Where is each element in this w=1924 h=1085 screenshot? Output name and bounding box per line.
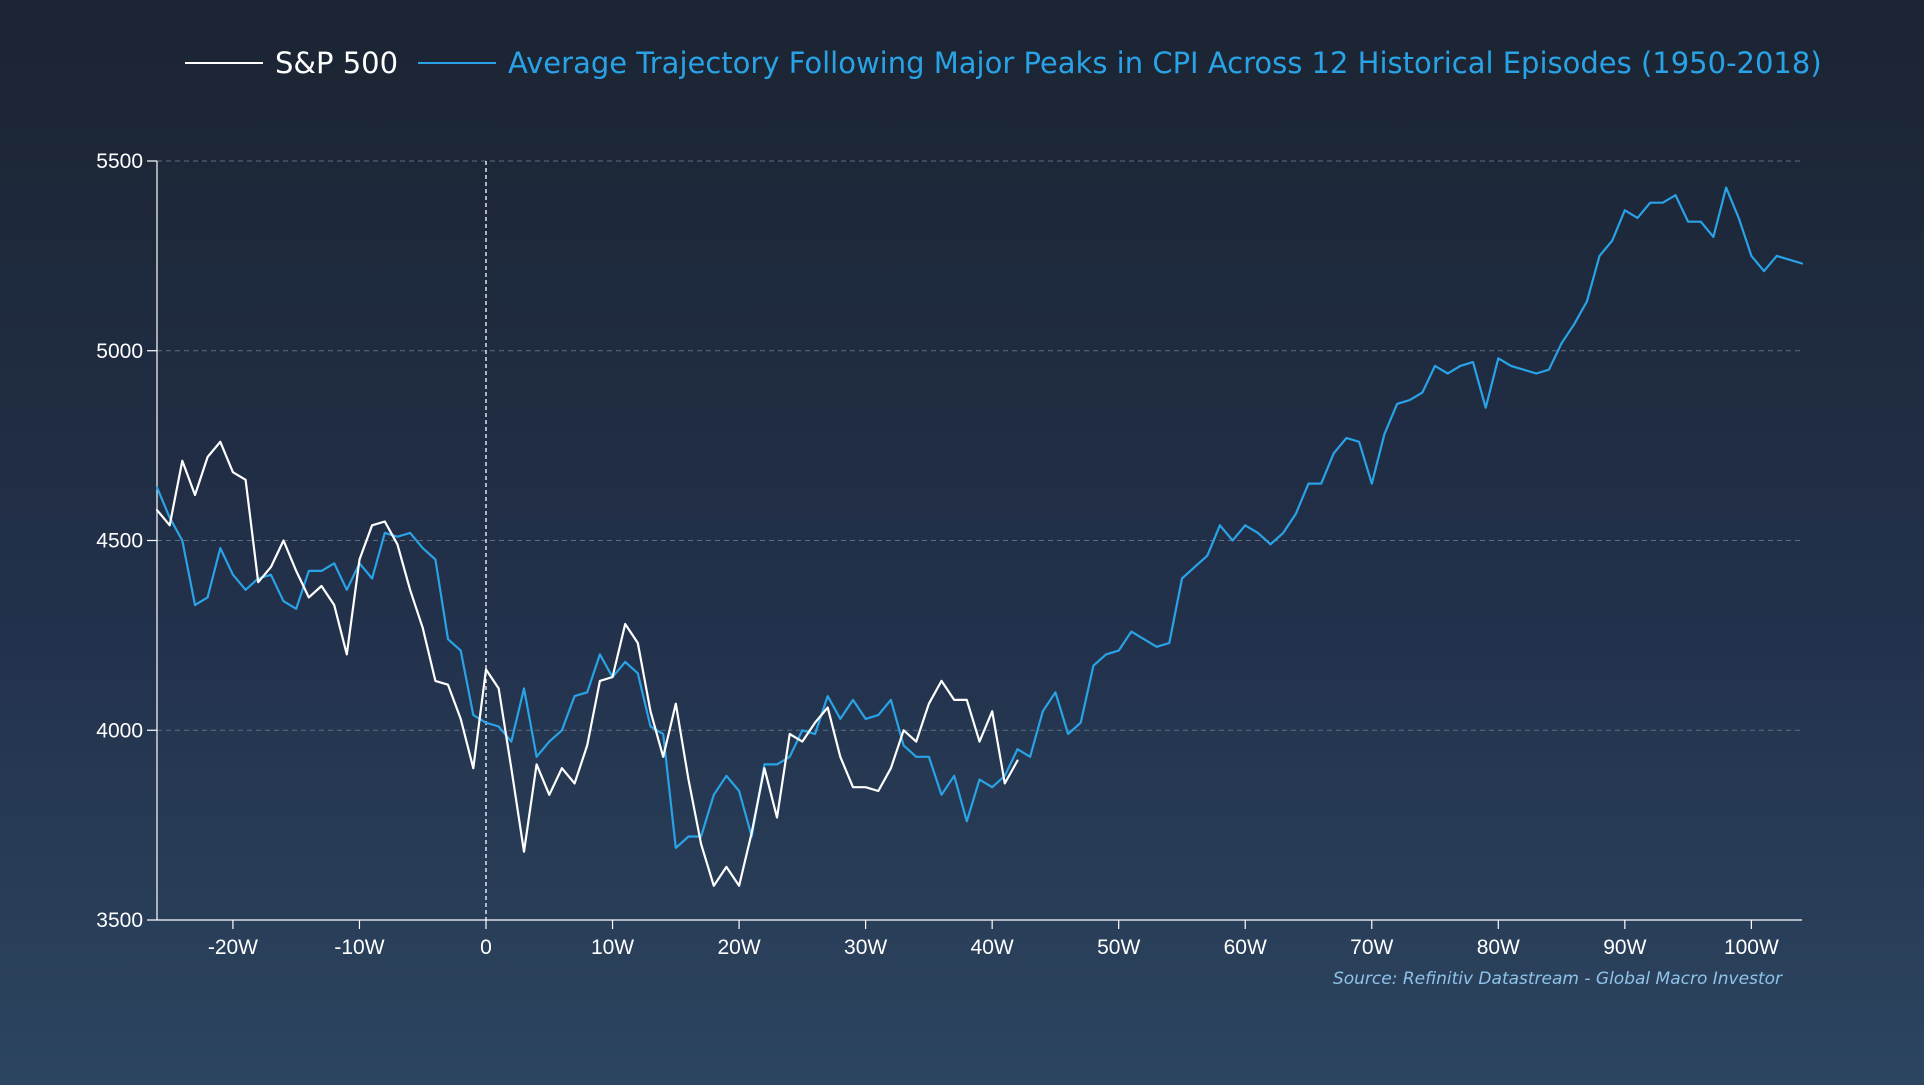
x-tick-label: 70W (1350, 936, 1393, 959)
x-tick-label: 20W (717, 936, 760, 959)
legend-label-average: Average Trajectory Following Major Peaks… (508, 46, 1822, 80)
x-axis-ticks: -20W -10W 0 10W 20W 30W 40W 50W 60W 70W 80W 90W 100W (208, 920, 1779, 959)
series-lines (155, 186, 1804, 887)
y-axis-ticks: 3500 4000 4500 5000 5500 (96, 150, 157, 932)
sp500-line (155, 440, 1019, 887)
x-tick-label: -20W (208, 936, 258, 959)
y-tick-label: 4500 (96, 530, 143, 553)
gridlines (157, 160, 1802, 731)
x-tick-label: 0 (480, 936, 492, 959)
y-tick-label: 5500 (96, 150, 143, 173)
y-tick-label: 3500 (96, 909, 143, 932)
x-tick-label: 60W (1224, 936, 1267, 959)
y-tick-label: 5000 (96, 340, 143, 363)
x-tick-label: -10W (334, 936, 384, 959)
x-tick-label: 10W (591, 936, 634, 959)
x-tick-label: 80W (1477, 936, 1520, 959)
x-tick-label: 50W (1097, 936, 1140, 959)
y-tick-label: 4000 (96, 719, 143, 742)
average-trajectory-line (155, 186, 1804, 850)
x-tick-label: 30W (844, 936, 887, 959)
x-tick-label: 90W (1603, 936, 1646, 959)
legend: S&P 500 Average Trajectory Following Majo… (185, 46, 1822, 80)
x-tick-label: 100W (1724, 936, 1779, 959)
source-note: Source: Refinitiv Datastream - Global Ma… (1333, 969, 1783, 989)
x-tick-label: 40W (971, 936, 1014, 959)
legend-label-sp500: S&P 500 (275, 46, 398, 80)
